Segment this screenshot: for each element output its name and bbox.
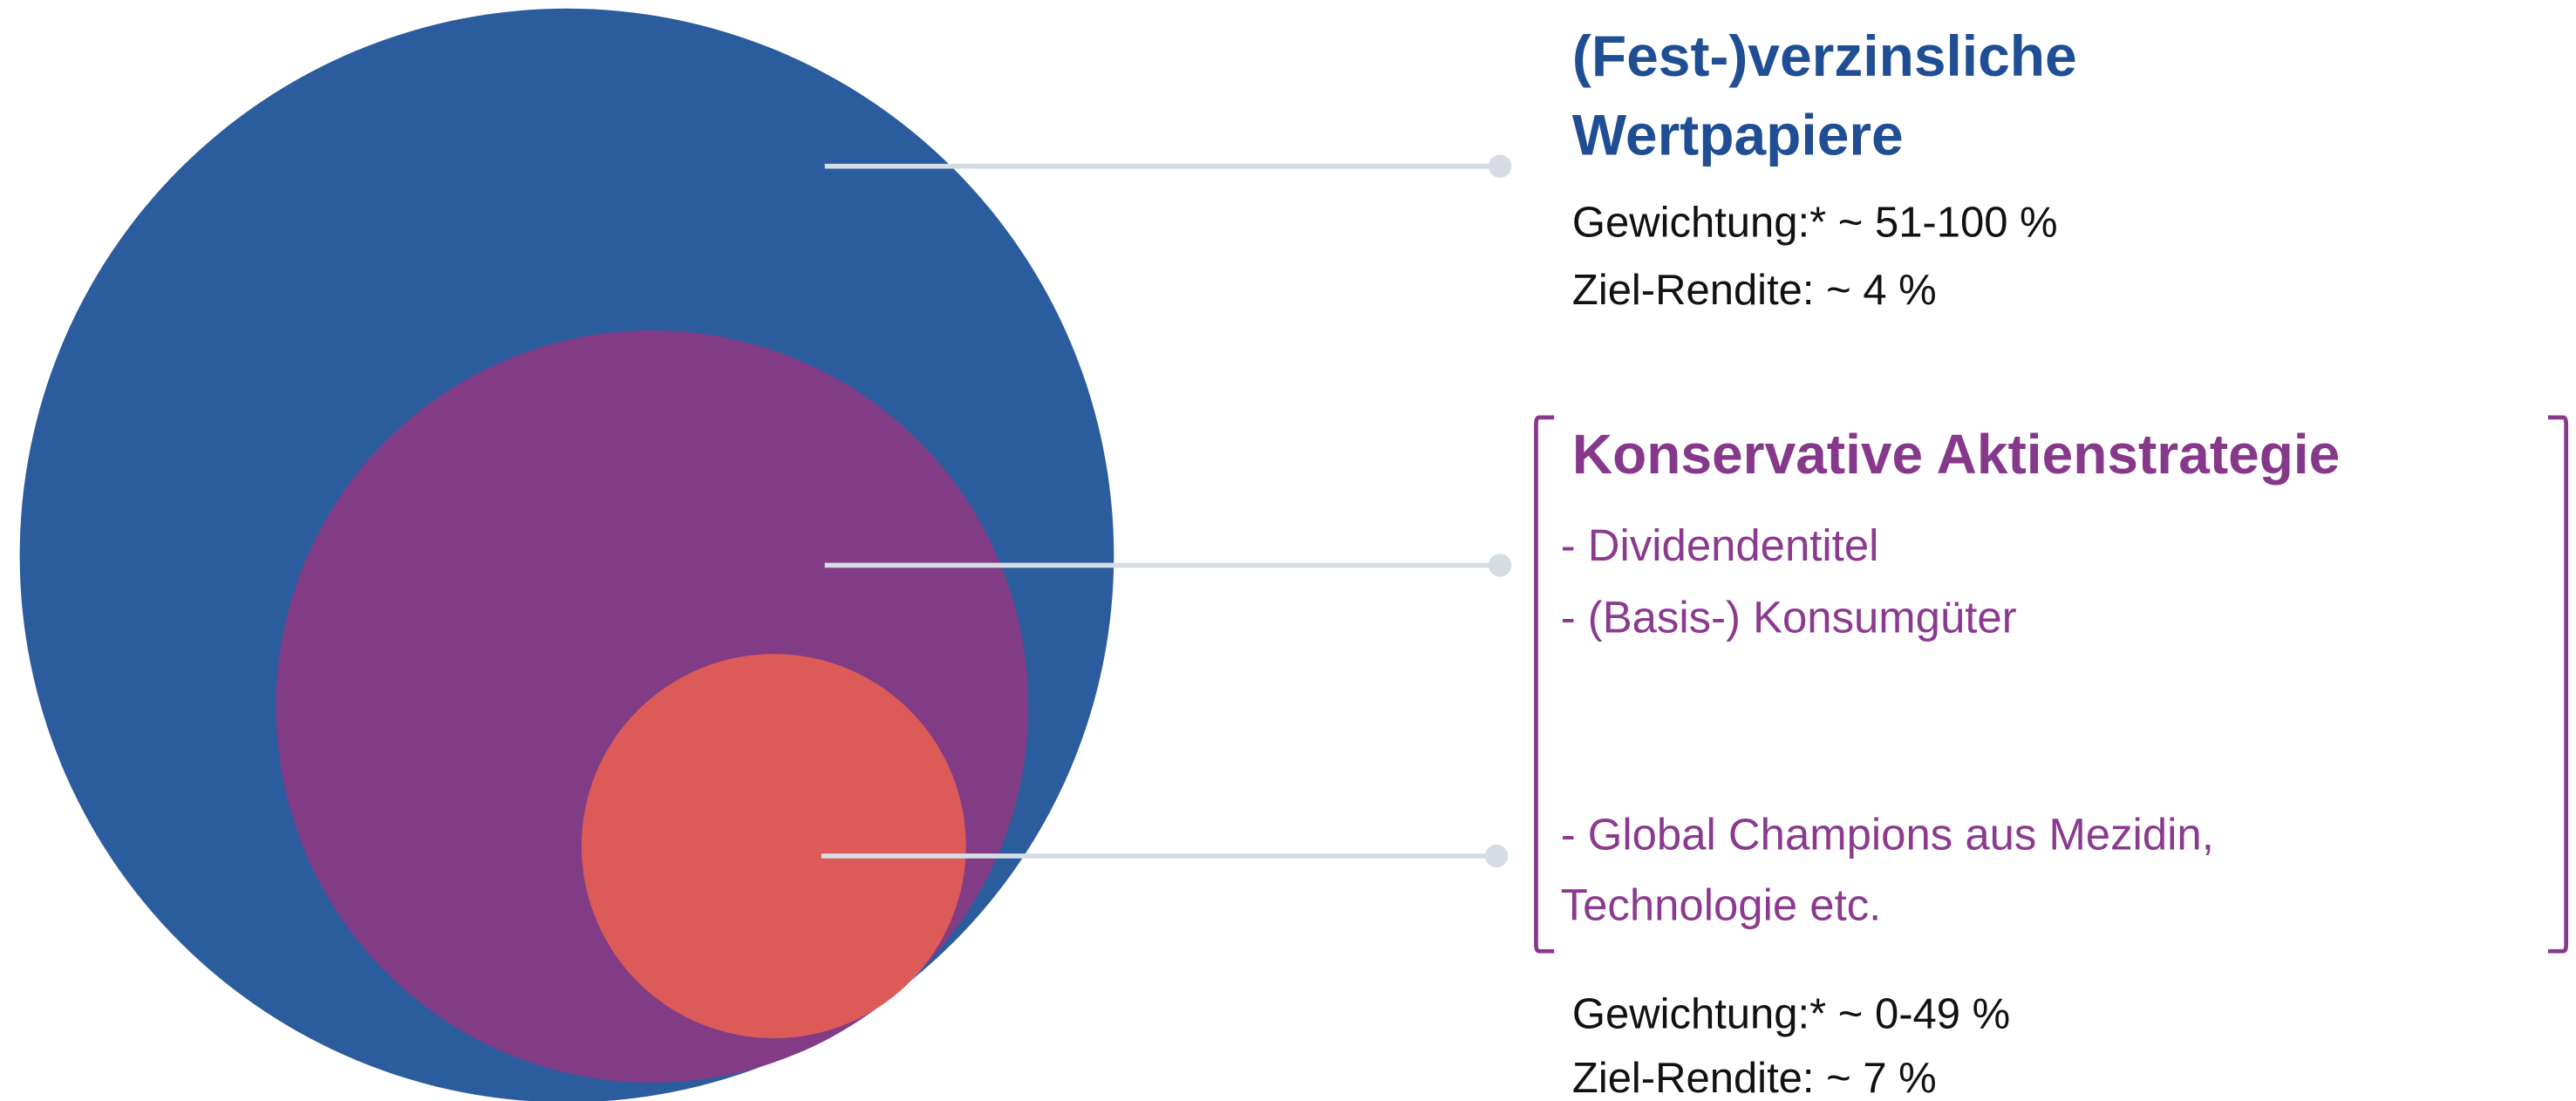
weighting: Gewichtung:* ~ 51-100 % [1572, 200, 2058, 247]
connector-dot [1485, 844, 1509, 868]
list-item: Technologie etc. [1561, 880, 1882, 929]
connector-dot [1488, 554, 1512, 577]
target-return: Ziel-Rendite: ~ 7 % [1572, 1055, 1937, 1101]
list-item: - Dividendentitel [1561, 520, 1879, 570]
target-return: Ziel-Rendite: ~ 4 % [1572, 267, 1937, 314]
weighting: Gewichtung:* ~ 0-49 % [1572, 991, 2010, 1038]
list-item: - Global Champions aus Mezidin, [1561, 809, 2214, 859]
list-item: - (Basis-) Konsumgüter [1561, 593, 2017, 642]
section-title: (Fest-)verzinsliche [1572, 24, 2077, 88]
section-title: Wertpapiere [1572, 102, 1904, 167]
bracket-left [1534, 415, 1555, 954]
section-title: Konservative Aktienstrategie [1572, 423, 2340, 486]
inner-circle [581, 654, 966, 1039]
bracket-right [2547, 415, 2569, 954]
connector-dot [1488, 154, 1512, 178]
